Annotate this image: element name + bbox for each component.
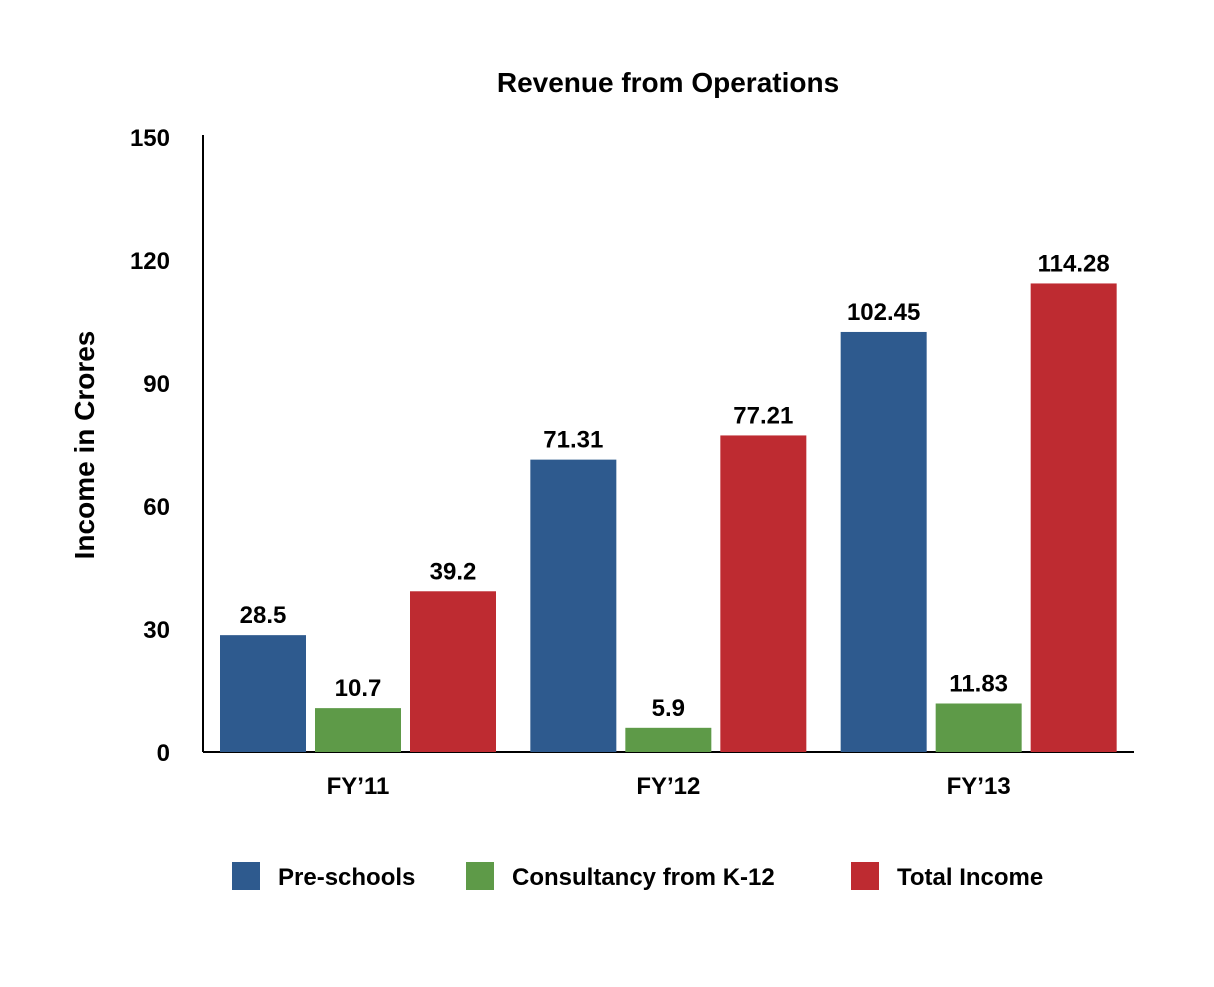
y-tick-label: 120: [130, 248, 170, 275]
bar-2-3: [935, 703, 1022, 752]
legend-label: Total Income: [897, 864, 1043, 891]
legend-label: Pre-schools: [278, 864, 415, 891]
legend-swatch: [466, 862, 494, 890]
bar-2-2: [625, 727, 712, 752]
chart-title: Revenue from Operations: [497, 67, 839, 98]
bar-1-1: [220, 635, 306, 752]
y-tick-label: 60: [143, 494, 170, 521]
x-tick-label: FY’11: [327, 773, 390, 800]
x-tick-label: FY’13: [947, 773, 1011, 800]
data-label: 11.83: [949, 670, 1008, 697]
x-tick-label: FY’12: [636, 773, 700, 800]
y-tick-label: 90: [143, 371, 170, 398]
bar-2-1: [315, 708, 401, 752]
data-label: 77.21: [733, 402, 793, 429]
legend-swatch: [232, 862, 260, 890]
bar-1-2: [530, 459, 617, 752]
data-label: 39.2: [430, 558, 477, 585]
data-label: 71.31: [543, 427, 603, 454]
bar-1-3: [840, 331, 927, 752]
bar-3-2: [720, 435, 807, 752]
y-axis-label: Income in Crores: [69, 331, 100, 560]
legend: Pre-schools Consultancy from K-12 Total In…: [232, 862, 1043, 891]
data-label: 102.45: [847, 299, 920, 326]
data-label: 28.5: [240, 602, 287, 629]
y-tick-label: 30: [143, 617, 170, 644]
plot-area: 0 30 60 90 120 150 28.5 10.7 39.2 FY’11 71.31 5.9 77…: [130, 125, 1134, 800]
bar-3-3: [1030, 283, 1117, 752]
data-label: 114.28: [1038, 250, 1110, 277]
data-label: 5.9: [652, 695, 685, 722]
bar-3-1: [410, 591, 496, 752]
y-tick-label: 0: [157, 740, 170, 767]
legend-swatch: [851, 862, 879, 890]
data-label: 10.7: [335, 675, 382, 702]
y-tick-label: 150: [130, 125, 170, 152]
legend-label: Consultancy from K-12: [512, 864, 775, 891]
